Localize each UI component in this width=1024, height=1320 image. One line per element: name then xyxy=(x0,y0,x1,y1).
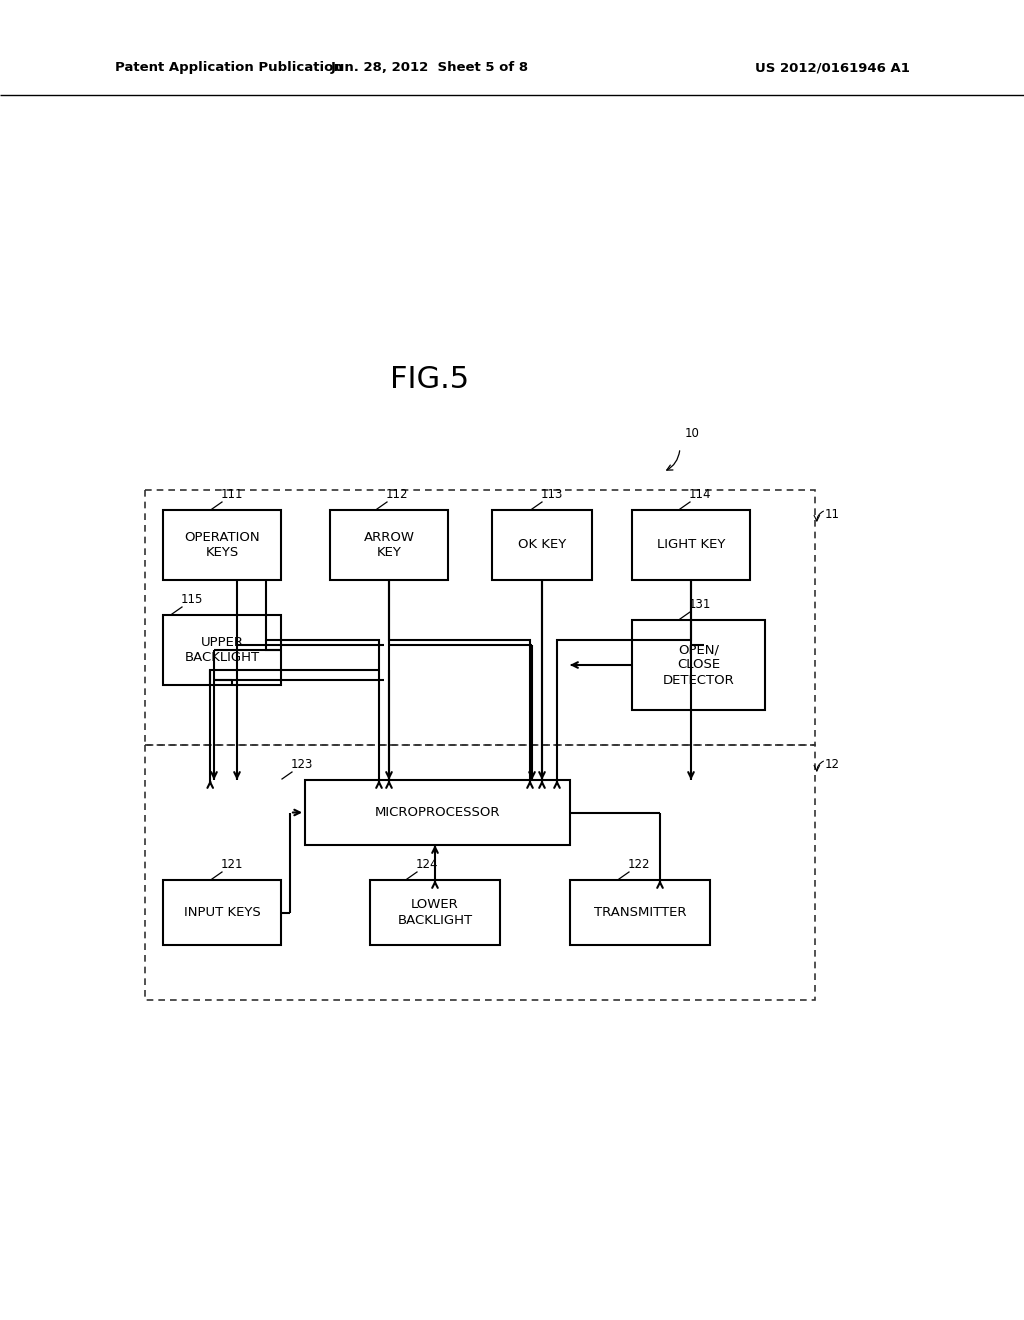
Text: FIG.5: FIG.5 xyxy=(390,366,470,395)
Bar xyxy=(330,510,449,579)
Text: 111: 111 xyxy=(221,488,244,502)
Text: MICROPROCESSOR: MICROPROCESSOR xyxy=(375,807,501,818)
Text: TRANSMITTER: TRANSMITTER xyxy=(594,906,686,919)
Text: 124: 124 xyxy=(416,858,438,871)
Text: 131: 131 xyxy=(689,598,712,611)
Bar xyxy=(370,880,500,945)
Text: Patent Application Publication: Patent Application Publication xyxy=(115,62,343,74)
Text: LOWER
BACKLIGHT: LOWER BACKLIGHT xyxy=(397,899,472,927)
Bar xyxy=(163,880,281,945)
Text: ARROW
KEY: ARROW KEY xyxy=(364,531,415,558)
Text: UPPER
BACKLIGHT: UPPER BACKLIGHT xyxy=(184,636,259,664)
Text: INPUT KEYS: INPUT KEYS xyxy=(183,906,260,919)
Bar xyxy=(492,510,592,579)
Text: 12: 12 xyxy=(825,758,840,771)
Text: 114: 114 xyxy=(689,488,712,502)
Bar xyxy=(163,615,281,685)
Bar xyxy=(632,510,750,579)
Bar xyxy=(163,510,281,579)
Bar xyxy=(305,780,570,845)
Text: 10: 10 xyxy=(685,426,699,440)
Bar xyxy=(145,490,815,744)
Bar xyxy=(570,880,710,945)
Text: 123: 123 xyxy=(291,758,313,771)
Text: 122: 122 xyxy=(628,858,650,871)
Text: 11: 11 xyxy=(825,508,840,521)
Text: LIGHT KEY: LIGHT KEY xyxy=(656,539,725,552)
Text: 113: 113 xyxy=(541,488,563,502)
Text: OPEN/
CLOSE
DETECTOR: OPEN/ CLOSE DETECTOR xyxy=(663,644,734,686)
Text: 121: 121 xyxy=(221,858,244,871)
Bar xyxy=(145,744,815,1001)
Text: 112: 112 xyxy=(386,488,409,502)
Text: US 2012/0161946 A1: US 2012/0161946 A1 xyxy=(755,62,910,74)
Text: 115: 115 xyxy=(181,593,204,606)
Bar xyxy=(632,620,765,710)
Text: OPERATION
KEYS: OPERATION KEYS xyxy=(184,531,260,558)
Text: Jun. 28, 2012  Sheet 5 of 8: Jun. 28, 2012 Sheet 5 of 8 xyxy=(331,62,529,74)
Text: OK KEY: OK KEY xyxy=(518,539,566,552)
